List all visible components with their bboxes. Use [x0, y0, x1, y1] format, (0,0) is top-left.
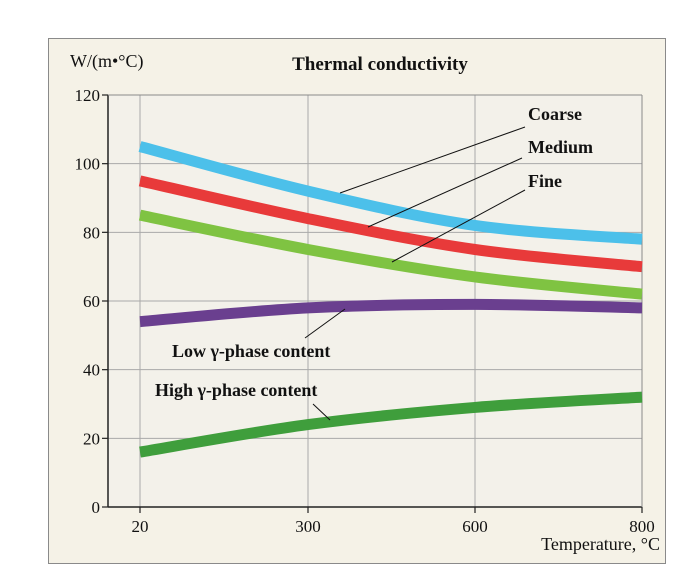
series-line-high-phase-content [139, 391, 643, 458]
labels: Coarse Medium Fine Low γ-phase content High … [155, 104, 593, 400]
x-tick-label: 800 [629, 517, 655, 536]
series-label-medium: Medium [528, 137, 593, 157]
leader-line-high-phase-content [312, 403, 331, 421]
y-tick-label: 20 [83, 429, 100, 448]
x-axis-label: Temperature, °C [541, 534, 660, 554]
y-tick-label: 40 [83, 361, 100, 380]
series-line-fine [138, 209, 643, 300]
y-axis-label: W/(m•°C) [70, 51, 144, 72]
leader-lines [304, 126, 526, 421]
series-line-coarse [138, 141, 643, 245]
y-tick-label: 80 [83, 223, 100, 242]
leader-line-fine [391, 189, 526, 263]
leader-line-coarse [339, 126, 526, 194]
series-lines [138, 141, 643, 458]
y-tick-label: 0 [92, 498, 101, 517]
axes: 0 20 40 60 80 100 120 20 300 600 800 [75, 86, 655, 536]
series-line-low-phase-content [139, 298, 643, 328]
series-label-low-phase-content: Low γ-phase content [172, 341, 330, 361]
x-tick-label: 600 [462, 517, 488, 536]
series-line-medium [138, 175, 643, 273]
x-tick-label: 20 [132, 517, 149, 536]
y-tick-label: 100 [75, 155, 101, 174]
series-label-coarse: Coarse [528, 104, 582, 124]
series-label-fine: Fine [528, 171, 562, 191]
chart-title: Thermal conductivity [292, 54, 468, 75]
y-tick-label: 60 [83, 292, 100, 311]
series-label-high-phase-content: High γ-phase content [155, 380, 317, 400]
leader-line-medium [367, 157, 523, 228]
x-tick-label: 300 [295, 517, 321, 536]
y-tick-label: 120 [75, 86, 101, 105]
leader-line-low-phase-content [304, 308, 346, 339]
